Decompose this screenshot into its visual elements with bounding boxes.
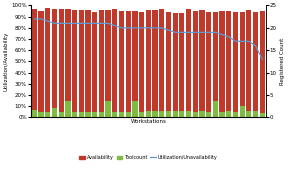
Bar — [105, 101, 111, 117]
Bar — [105, 10, 111, 117]
Y-axis label: Registered Count: Registered Count — [280, 38, 285, 85]
Bar — [45, 112, 50, 117]
Bar — [233, 112, 238, 117]
Bar — [152, 111, 158, 117]
Bar — [52, 9, 57, 117]
Bar — [199, 111, 204, 117]
Bar — [65, 9, 71, 117]
Bar — [99, 112, 104, 117]
Bar — [179, 111, 184, 117]
Bar — [126, 11, 131, 117]
Bar — [219, 112, 225, 117]
Bar — [132, 11, 138, 117]
Bar — [226, 111, 231, 117]
Bar — [233, 12, 238, 117]
Bar — [166, 12, 171, 117]
Bar — [253, 111, 258, 117]
Bar — [246, 111, 251, 117]
Bar — [58, 112, 64, 117]
Bar — [45, 8, 50, 117]
Bar — [79, 112, 84, 117]
Bar — [39, 112, 44, 117]
Bar — [119, 11, 124, 117]
Bar — [92, 12, 97, 117]
Bar — [139, 112, 144, 117]
Bar — [85, 112, 91, 117]
Bar — [193, 112, 198, 117]
Bar — [32, 110, 37, 117]
Y-axis label: Utilization/Availability: Utilization/Availability — [3, 32, 8, 91]
Bar — [99, 10, 104, 117]
Bar — [119, 112, 124, 117]
Bar — [206, 12, 211, 117]
Bar — [259, 11, 265, 117]
Bar — [193, 11, 198, 117]
Bar — [72, 112, 77, 117]
Bar — [240, 106, 245, 117]
Bar — [39, 11, 44, 117]
Bar — [126, 112, 131, 117]
Bar — [186, 9, 191, 117]
Bar — [213, 12, 218, 117]
Bar — [92, 112, 97, 117]
Bar — [199, 10, 204, 117]
Bar — [226, 11, 231, 117]
Bar — [112, 112, 118, 117]
Bar — [152, 10, 158, 117]
Bar — [213, 101, 218, 117]
Bar — [146, 10, 151, 117]
Bar — [65, 101, 71, 117]
Bar — [186, 111, 191, 117]
Bar — [79, 10, 84, 117]
Bar — [58, 9, 64, 117]
Bar — [240, 12, 245, 117]
Bar — [32, 9, 37, 117]
Legend: Availability, Toolcount, Utilization/Unavailability: Availability, Toolcount, Utilization/Una… — [77, 153, 219, 162]
Bar — [132, 101, 138, 117]
Bar — [166, 111, 171, 117]
Bar — [219, 11, 225, 117]
Bar — [246, 10, 251, 117]
Bar — [146, 111, 151, 117]
Bar — [253, 12, 258, 117]
Bar — [72, 10, 77, 117]
Bar — [173, 111, 178, 117]
Bar — [173, 13, 178, 117]
Bar — [179, 13, 184, 117]
Bar — [159, 111, 164, 117]
X-axis label: Workstations: Workstations — [130, 119, 166, 124]
Bar — [259, 113, 265, 117]
Bar — [52, 108, 57, 117]
Bar — [85, 10, 91, 117]
Bar — [206, 112, 211, 117]
Bar — [139, 12, 144, 117]
Bar — [112, 9, 118, 117]
Bar — [159, 9, 164, 117]
